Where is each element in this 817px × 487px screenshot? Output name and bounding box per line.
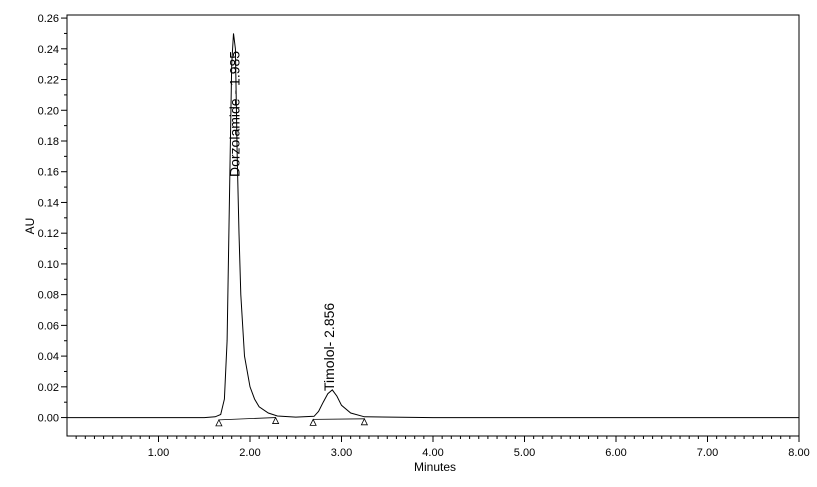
x-tick-label: 6.00 bbox=[605, 447, 626, 459]
y-tick-label: 0.18 bbox=[38, 136, 59, 148]
integration-baselines bbox=[218, 417, 365, 421]
y-tick-label: 0.08 bbox=[38, 290, 59, 302]
plot-frame bbox=[66, 14, 800, 437]
chromatogram-trace bbox=[67, 33, 799, 419]
y-tick-label: 0.00 bbox=[38, 413, 59, 425]
y-minor-ticks bbox=[64, 32, 67, 403]
y-tick-label: 0.22 bbox=[38, 75, 59, 87]
y-tick-label: 0.06 bbox=[38, 320, 59, 332]
x-axis-title: Minutes bbox=[414, 460, 456, 474]
integration-marker bbox=[271, 416, 280, 424]
integration-markers bbox=[215, 416, 369, 427]
integration-marker bbox=[215, 418, 223, 427]
peak-label: Timolol- 2.856 bbox=[321, 303, 337, 391]
y-tick-label: 0.26 bbox=[38, 13, 59, 25]
integration-baseline bbox=[313, 418, 365, 420]
y-tick-label: 0.04 bbox=[38, 351, 59, 363]
y-tick-label: 0.16 bbox=[38, 167, 59, 179]
y-tick-label: 0.02 bbox=[38, 382, 59, 394]
y-tick-label: 0.24 bbox=[38, 44, 59, 56]
integration-baseline bbox=[218, 417, 276, 421]
y-axis-title: AU bbox=[23, 218, 37, 235]
x-tick-label: 7.00 bbox=[697, 447, 718, 459]
y-tick-label: 0.12 bbox=[38, 228, 59, 240]
x-tick-label: 1.00 bbox=[148, 447, 169, 459]
x-tick-label: 8.00 bbox=[788, 447, 809, 459]
y-tick-label: 0.14 bbox=[38, 197, 59, 209]
peak-labels: Dorzolamide - 1.985 Timolol- 2.856 bbox=[226, 51, 336, 391]
integration-marker bbox=[360, 417, 369, 426]
y-axis-ticks: 0.00 0.02 0.04 0.06 0.08 0.10 0.12 0.14 0.16 0.18… bbox=[38, 13, 67, 425]
integration-marker bbox=[309, 418, 317, 426]
y-tick-label: 0.10 bbox=[38, 259, 59, 271]
x-minor-ticks bbox=[75, 436, 791, 439]
x-tick-label: 3.00 bbox=[331, 447, 352, 459]
x-tick-label: 4.00 bbox=[422, 447, 443, 459]
x-tick-label: 2.00 bbox=[239, 447, 260, 459]
peak-label: Dorzolamide - 1.985 bbox=[226, 51, 242, 177]
y-tick-label: 0.20 bbox=[38, 105, 59, 117]
x-axis-ticks: 1.00 2.00 3.00 4.00 5.00 6.00 7.00 8.00 bbox=[148, 436, 810, 459]
x-tick-label: 5.00 bbox=[514, 447, 535, 459]
